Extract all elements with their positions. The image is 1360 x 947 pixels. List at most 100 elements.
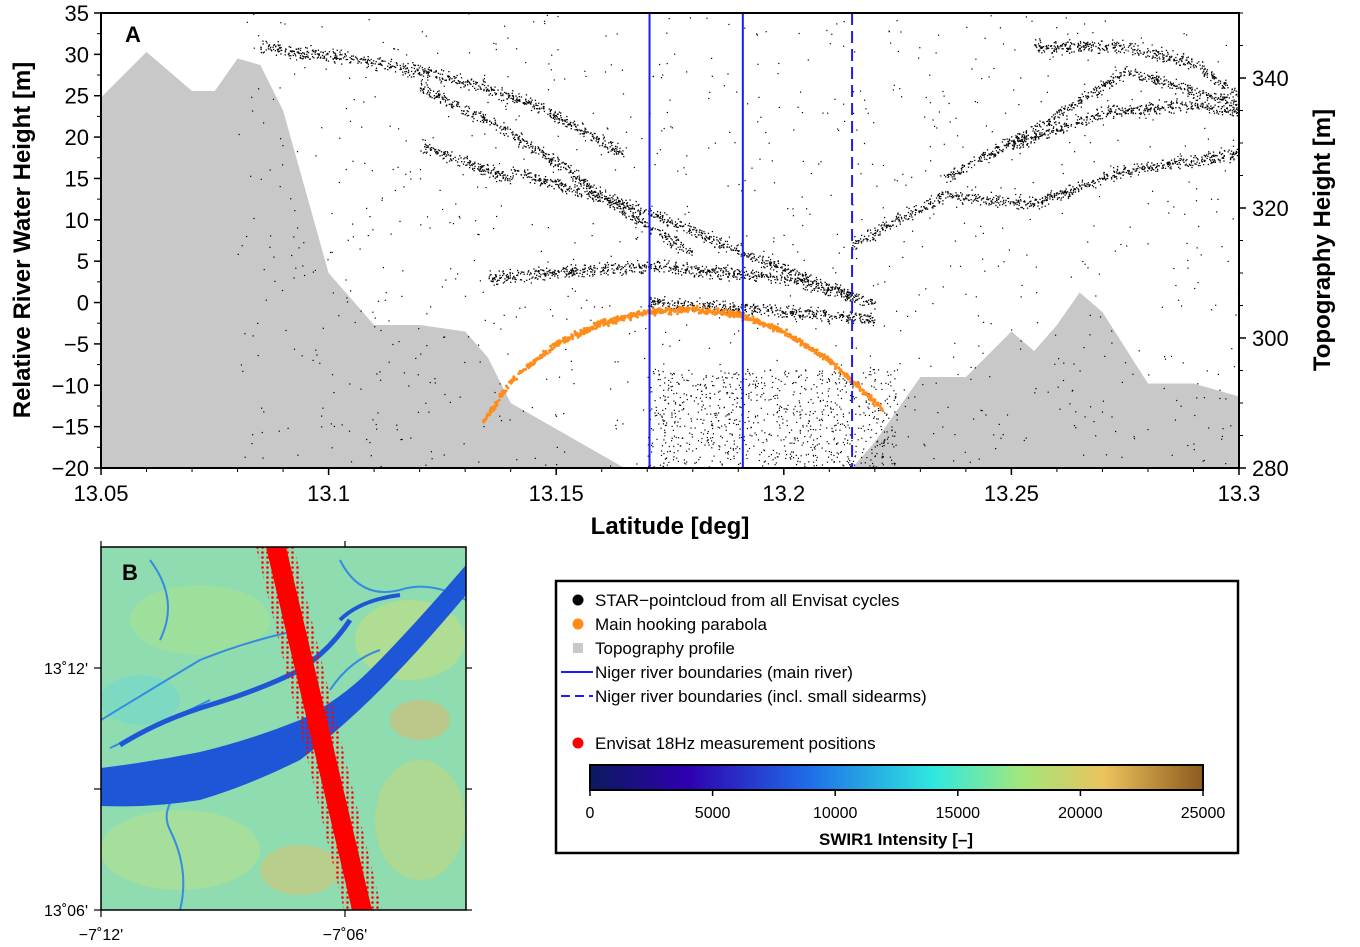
cloud-point: [855, 295, 858, 297]
cloud-point: [852, 322, 855, 324]
cloud-point: [1046, 194, 1049, 197]
cloud-point: [696, 236, 698, 238]
cloud-point: [538, 266, 540, 268]
cloud-point: [519, 100, 521, 103]
cloud-point: [472, 168, 474, 171]
cloud-point: [663, 266, 665, 268]
cloud-point: [1098, 48, 1100, 50]
cloud-point: [514, 278, 516, 280]
cloud-point: [1198, 162, 1201, 164]
cloud-point: [656, 300, 658, 303]
cloud-point: [1078, 50, 1080, 52]
cloud-point: [751, 271, 753, 273]
cloud-point: [769, 264, 771, 266]
cloud-point: [677, 252, 679, 254]
cloud-point: [777, 313, 779, 315]
cloud-point: [657, 261, 660, 263]
cloud-point: [1005, 143, 1008, 145]
cloud-point: [467, 79, 469, 81]
cloud-point: [1078, 97, 1080, 99]
cloud-point: [1191, 160, 1193, 162]
cloud-point: [1205, 154, 1208, 156]
cloud-point: [380, 64, 382, 66]
cloud-point: [927, 208, 929, 210]
cloud-point: [835, 283, 837, 285]
cloud-point: [961, 195, 963, 197]
cloud-point: [582, 269, 584, 271]
cloud-point: [520, 271, 523, 273]
cloud-point: [1053, 118, 1055, 120]
cloud-point: [842, 316, 844, 319]
cloud-point: [1168, 161, 1171, 163]
cloud-point: [522, 177, 524, 179]
cloud-point: [511, 132, 513, 134]
cloud-point: [610, 150, 612, 152]
cloud-point: [1198, 61, 1200, 63]
cloud-point: [517, 100, 520, 102]
cloud-point: [314, 51, 316, 53]
cloud-point: [292, 54, 294, 57]
cloud-point: [1227, 151, 1229, 153]
cloud-point: [1135, 170, 1138, 172]
cloud-point: [537, 112, 539, 114]
cloud-point: [879, 234, 881, 236]
cloud-point: [322, 51, 324, 53]
cloud-point: [1018, 138, 1020, 140]
cloud-point: [860, 320, 862, 323]
cloud-point: [656, 268, 658, 271]
cloud-point: [444, 79, 446, 81]
cloud-point: [866, 301, 868, 303]
cloud-point: [1025, 130, 1027, 133]
cloud-point: [1053, 117, 1055, 119]
cloud-point: [513, 275, 515, 277]
cloud-point: [701, 232, 703, 234]
cloud-point: [1175, 87, 1178, 90]
cloud-point: [889, 228, 891, 230]
cloud-point: [691, 310, 694, 312]
cloud-point: [522, 139, 525, 141]
cloud-point: [1143, 168, 1145, 170]
cloud-point: [1034, 131, 1036, 133]
cloud-point: [334, 52, 336, 54]
cloud-point: [676, 236, 678, 238]
cloud-point: [673, 225, 675, 228]
cloud-point: [840, 292, 842, 295]
cloud-point: [618, 205, 621, 207]
cloud-point: [1119, 172, 1121, 174]
cloud-point: [802, 274, 804, 276]
cloud-point: [1159, 58, 1161, 60]
cloud-point: [1187, 61, 1189, 64]
cloud-point: [543, 151, 545, 154]
cloud-point: [564, 163, 567, 166]
cloud-point: [755, 275, 758, 278]
cloud-point: [675, 268, 678, 270]
cloud-point: [1193, 94, 1195, 96]
cloud-point: [509, 178, 511, 180]
cloud-point: [662, 237, 664, 239]
cloud-point: [607, 264, 610, 266]
cloud-point: [1095, 88, 1097, 90]
cloud-point: [810, 274, 812, 276]
cloud-point: [1178, 83, 1180, 86]
cloud-point: [1158, 80, 1160, 82]
cloud-point: [1170, 159, 1173, 161]
cloud-point: [392, 65, 394, 67]
cloud-point: [683, 225, 685, 227]
cloud-point: [582, 182, 585, 184]
cloud-point: [1142, 79, 1144, 81]
cloud-point: [390, 60, 392, 63]
cloud-point: [641, 222, 644, 224]
cloud-point: [1039, 198, 1041, 201]
cloud-point: [548, 269, 550, 272]
cloud-point: [737, 244, 739, 246]
cloud-point: [682, 264, 685, 267]
cloud-point: [424, 86, 426, 88]
cloud-point: [586, 190, 588, 192]
cloud-point: [788, 280, 791, 282]
cloud-point: [610, 201, 612, 203]
cloud-point: [928, 202, 930, 205]
cloud-point: [471, 116, 473, 118]
cloud-point: [831, 315, 833, 317]
cloud-point: [1105, 84, 1107, 86]
cloud-point: [1134, 49, 1136, 51]
